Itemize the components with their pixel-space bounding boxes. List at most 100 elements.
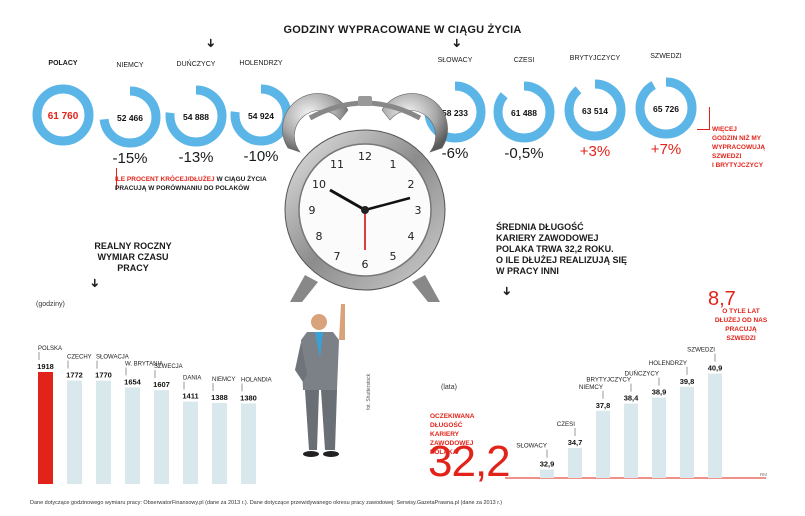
career-category-label: SZWEDZI: [687, 347, 715, 354]
hours-value-label: 1411: [182, 392, 198, 401]
hours-category-label: NIEMCY: [212, 377, 235, 383]
career-value-label: 34,7: [568, 438, 583, 447]
ring-percent: -15%: [112, 150, 148, 167]
svg-text:12: 12: [358, 150, 372, 163]
percent-note-connector: [116, 168, 117, 190]
right-chart-heading-line: KARIERY ZAWODOWEJ: [496, 233, 599, 243]
ring-percent: -10%: [243, 148, 279, 165]
svg-text:9: 9: [309, 204, 316, 217]
difference-note-line: SZWEDZI: [726, 335, 756, 342]
career-bar: [708, 373, 722, 478]
more-hours-note-line: WIĘCEJ: [712, 126, 737, 133]
career-value-label: 39,8: [680, 377, 695, 386]
hours-category-label: SŁOWACJA: [96, 355, 129, 361]
career-value-label: 32,9: [540, 460, 555, 469]
ring-value: 65 726: [653, 104, 679, 114]
ring-percent: -6%: [441, 145, 469, 162]
career-category-label: HOLENDRZY: [649, 360, 687, 367]
ring-arc: [165, 85, 227, 147]
ring-value: 63 514: [582, 106, 608, 116]
expected-career-line: DŁUGOŚĆ: [430, 422, 463, 429]
hours-value-label: 1770: [95, 371, 112, 380]
expected-career-line: ZAWODOWEJ: [430, 440, 474, 447]
note-connector: [697, 107, 710, 130]
hours-value-label: 1772: [66, 371, 83, 380]
down-arrow-icon: ➜: [450, 37, 465, 49]
more-hours-note-line: GODZIN NIŻ MY: [712, 135, 762, 142]
hours-bar: [183, 401, 198, 484]
right-chart-heading: ŚREDNIA DŁUGOŚĆ KARIERY ZAWODOWEJ POLAKA…: [496, 222, 656, 277]
ring-arc: [99, 86, 161, 148]
businessman-illustration: [295, 304, 345, 457]
hours-category-label: DANIA: [183, 376, 201, 382]
hours-bar: [154, 390, 169, 484]
ring-value: 52 466: [117, 113, 143, 123]
difference-note-line: DŁUŻEJ OD NAS: [714, 317, 768, 324]
percent-note-text: W CIĄGU ŻYCIA: [214, 176, 267, 183]
career-category-label: CZESI: [557, 421, 576, 428]
left-chart-heading-line: PRACY: [117, 263, 149, 273]
svg-text:11: 11: [330, 158, 344, 171]
ring-percent: -13%: [178, 149, 214, 166]
ring-arc: [564, 79, 626, 141]
down-arrow-icon: ➜: [204, 37, 219, 49]
hours-value-label: 1654: [124, 377, 142, 386]
more-hours-note-line: I BRYTYJCZYCY: [712, 162, 764, 169]
left-chart-heading-line: REALNY ROCZNY: [94, 241, 172, 251]
author-initials: RM: [760, 472, 767, 477]
career-bar: [624, 403, 638, 478]
hours-value-label: 1380: [240, 393, 257, 402]
ring-percent: -0,5%: [504, 145, 544, 162]
svg-text:1: 1: [390, 158, 397, 171]
difference-value: 8,7: [708, 288, 736, 310]
difference-note: O TYLE LAT DŁUŻEJ OD NAS PRACUJĄ SZWEDZI: [706, 307, 776, 343]
hours-ring: 54 888: [165, 85, 227, 147]
expected-career-line: OCZEKIWANA: [430, 413, 475, 420]
polish-career-value: 32,2: [428, 437, 511, 486]
expected-career-line: POLAKA: [430, 449, 458, 456]
left-chart-unit: (godziny): [36, 301, 65, 308]
ring-country-label: DUŃCZYCY: [176, 61, 216, 68]
svg-text:5: 5: [390, 250, 397, 263]
svg-text:8: 8: [316, 230, 323, 243]
career-category-label: DUŃCZYCY: [625, 371, 659, 378]
ring-country-label: NIEMCY: [116, 62, 144, 69]
career-value-label: 37,8: [596, 401, 611, 410]
career-value-label: 38,4: [624, 394, 639, 403]
career-bar: [540, 469, 554, 478]
svg-text:4: 4: [408, 230, 415, 243]
more-hours-note: WIĘCEJ GODZIN NIŻ MY WYPRACOWUJĄ SZWEDZI…: [712, 125, 782, 170]
difference-note-line: O TYLE LAT: [722, 308, 760, 315]
ring-arc: [32, 84, 94, 146]
ring-percent: +7%: [650, 141, 682, 158]
left-chart-heading-line: WYMIAR CZASU: [97, 252, 169, 262]
hours-bar: [125, 387, 140, 484]
percent-note-text-2: PRACUJĄ W PORÓWNANIU DO POLAKÓW: [115, 185, 250, 192]
ring-value: 54 888: [183, 112, 209, 122]
ring-value: 54 924: [248, 111, 274, 121]
right-chart-heading-line: W PRACY INNI: [496, 266, 559, 276]
ring-country-label: SŁOWACY: [437, 57, 473, 64]
hours-bar: [241, 403, 256, 484]
page-title: GODZINY WYPRACOWANE W CIĄGU ŻYCIA: [283, 24, 522, 36]
percent-note: ILE PROCENT KRÓCEJ/DŁUŻEJ W CIĄGU ŻYCIA …: [115, 175, 305, 193]
right-chart-unit: (lata): [441, 384, 457, 391]
ring-value: 61 488: [511, 108, 537, 118]
hours-ring: 65 726: [635, 77, 697, 139]
svg-text:2: 2: [408, 178, 415, 191]
career-value-label: 40,9: [708, 364, 723, 373]
left-chart-heading: REALNY ROCZNY WYMIAR CZASU PRACY: [78, 241, 188, 274]
hours-value-label: 1388: [211, 393, 228, 402]
photo-credit: fot. Shutterstock: [366, 373, 372, 410]
svg-text:3: 3: [415, 204, 422, 217]
ring-arc: [493, 81, 555, 143]
hours-category-label: POLSKA: [38, 346, 62, 352]
career-category-label: SŁOWACY: [516, 443, 547, 450]
career-category-label: BRYTYJCZYCY: [586, 377, 631, 384]
hours-category-label: W. BRYTANIA: [125, 361, 163, 367]
ring-value: 61 760: [48, 111, 79, 122]
career-bar: [596, 410, 610, 478]
hours-category-label: SZWECJA: [154, 364, 183, 370]
ring-value: 58 233: [442, 108, 468, 118]
